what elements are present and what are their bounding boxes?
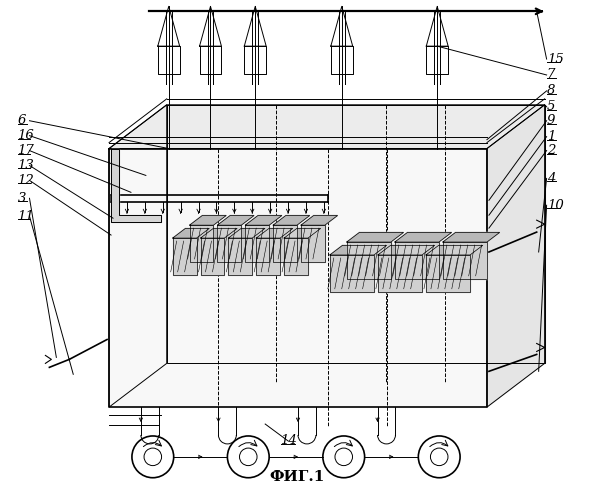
Text: 15: 15 <box>547 52 563 66</box>
Polygon shape <box>245 46 266 74</box>
Polygon shape <box>109 105 167 407</box>
Polygon shape <box>158 46 180 74</box>
Polygon shape <box>426 246 483 255</box>
Polygon shape <box>190 225 214 262</box>
Polygon shape <box>347 242 391 279</box>
Polygon shape <box>426 255 470 292</box>
Text: 8: 8 <box>547 84 555 98</box>
Polygon shape <box>487 105 544 407</box>
Polygon shape <box>284 238 308 275</box>
Polygon shape <box>201 228 237 238</box>
Polygon shape <box>395 242 439 279</box>
Text: 17: 17 <box>18 144 35 157</box>
Polygon shape <box>273 225 297 262</box>
Polygon shape <box>228 228 265 238</box>
Polygon shape <box>378 246 435 255</box>
Polygon shape <box>245 216 282 225</box>
Polygon shape <box>109 148 487 407</box>
Text: 9: 9 <box>547 114 555 127</box>
Text: 1: 1 <box>547 130 555 143</box>
Polygon shape <box>256 238 280 275</box>
Polygon shape <box>190 216 226 225</box>
Polygon shape <box>331 46 353 74</box>
Polygon shape <box>173 228 209 238</box>
Polygon shape <box>201 238 224 275</box>
Text: 2: 2 <box>547 144 555 157</box>
Polygon shape <box>443 242 487 279</box>
Polygon shape <box>330 246 387 255</box>
Polygon shape <box>378 255 422 292</box>
Polygon shape <box>245 6 266 46</box>
Polygon shape <box>158 6 180 46</box>
Text: 14: 14 <box>280 434 296 448</box>
Polygon shape <box>199 6 221 46</box>
Text: 3: 3 <box>18 192 26 205</box>
Polygon shape <box>256 228 293 238</box>
Text: 12: 12 <box>18 174 35 187</box>
Polygon shape <box>426 46 448 74</box>
Polygon shape <box>199 46 221 74</box>
Polygon shape <box>111 148 161 222</box>
Text: 16: 16 <box>18 129 35 142</box>
Polygon shape <box>217 225 242 262</box>
Text: 13: 13 <box>18 159 35 172</box>
Text: ФИГ.1: ФИГ.1 <box>270 470 325 484</box>
Polygon shape <box>245 225 269 262</box>
Polygon shape <box>173 238 196 275</box>
Polygon shape <box>109 105 544 148</box>
Polygon shape <box>284 228 321 238</box>
Polygon shape <box>347 232 403 242</box>
Polygon shape <box>426 6 448 46</box>
Polygon shape <box>217 216 254 225</box>
Polygon shape <box>395 232 452 242</box>
Polygon shape <box>301 216 337 225</box>
Polygon shape <box>228 238 252 275</box>
Polygon shape <box>301 225 325 262</box>
Text: 5: 5 <box>547 100 555 114</box>
Text: 11: 11 <box>18 210 35 222</box>
Polygon shape <box>273 216 309 225</box>
Polygon shape <box>167 105 544 364</box>
Text: 6: 6 <box>18 114 26 127</box>
Polygon shape <box>331 6 353 46</box>
Polygon shape <box>443 232 500 242</box>
Text: 4: 4 <box>547 172 555 185</box>
Polygon shape <box>330 255 374 292</box>
Text: 10: 10 <box>547 198 563 212</box>
Text: 7: 7 <box>547 68 555 82</box>
